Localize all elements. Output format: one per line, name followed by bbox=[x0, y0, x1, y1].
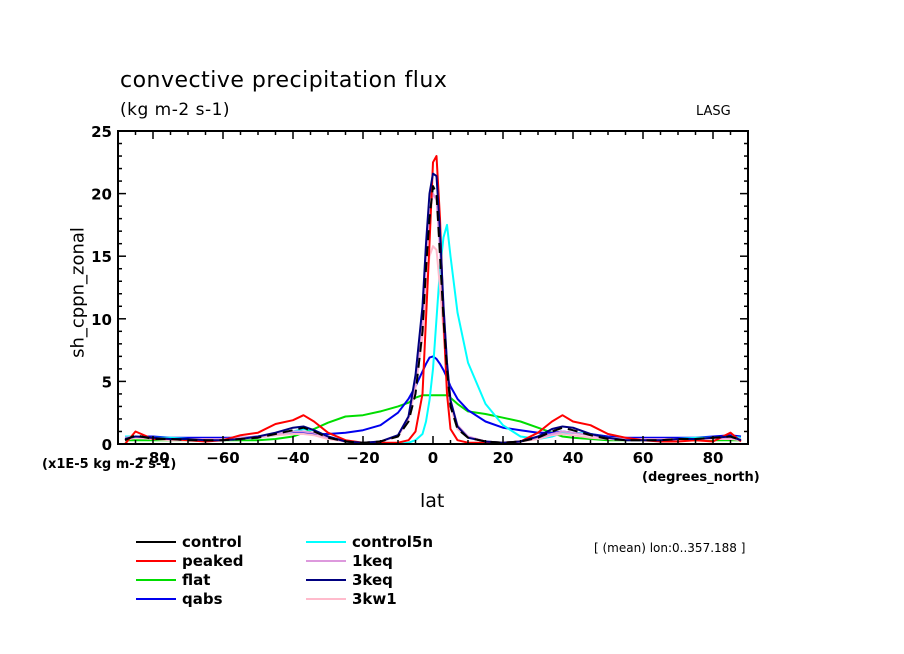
legend-label: 1keq bbox=[352, 552, 393, 570]
x-tick-label: −80 bbox=[136, 449, 169, 467]
series-line-peaked bbox=[124, 155, 742, 445]
legend-label: control5n bbox=[352, 533, 434, 551]
y-axis-units: (x1E-5 kg m-2 s-1) bbox=[42, 457, 177, 472]
chart-title: convective precipitation flux bbox=[120, 68, 448, 93]
legend-swatch bbox=[136, 579, 176, 581]
series-line-flat bbox=[125, 394, 741, 442]
series-line-3kw1 bbox=[124, 245, 742, 444]
y-tick-label: 20 bbox=[91, 186, 112, 204]
legend-item-3kw1: 3kw1 bbox=[306, 590, 397, 608]
series-layer bbox=[124, 155, 742, 445]
series-line-control bbox=[124, 185, 742, 444]
x-tick-label: 20 bbox=[493, 449, 514, 467]
legend-swatch bbox=[306, 560, 346, 562]
legend-item-flat: flat bbox=[136, 571, 210, 589]
legend-label: peaked bbox=[182, 552, 244, 570]
legend-swatch bbox=[306, 579, 346, 581]
x-tick-label: 0 bbox=[428, 449, 438, 467]
corner-label: LASG bbox=[696, 104, 731, 119]
chart-subtitle: (kg m-2 s-1) bbox=[120, 100, 231, 120]
x-axis-units: (degrees_north) bbox=[642, 470, 760, 485]
y-tick-label: 0 bbox=[102, 436, 112, 454]
legend-item-1keq: 1keq bbox=[306, 552, 393, 570]
y-tick-label: 5 bbox=[102, 373, 112, 391]
x-tick-label: 80 bbox=[703, 449, 724, 467]
x-tick-label: 40 bbox=[563, 449, 584, 467]
legend-swatch bbox=[136, 541, 176, 543]
legend-label: 3keq bbox=[352, 571, 393, 589]
legend-item-3keq: 3keq bbox=[306, 571, 393, 589]
legend-item-peaked: peaked bbox=[136, 552, 244, 570]
legend-label: 3kw1 bbox=[352, 590, 397, 608]
y-tick-label: 10 bbox=[91, 311, 112, 329]
legend-swatch bbox=[306, 598, 346, 600]
x-tick-label: −60 bbox=[206, 449, 239, 467]
footnote: [ (mean) lon:0..357.188 ] bbox=[594, 541, 746, 555]
x-tick-label: −40 bbox=[276, 449, 309, 467]
x-axis-label: lat bbox=[420, 490, 445, 512]
ticks-layer: −80 −60 −40 −20 0 20 40 60 80 0 5 10 15 20 25 bbox=[91, 123, 748, 467]
legend-item-qabs: qabs bbox=[136, 590, 223, 608]
y-tick-label: 15 bbox=[91, 248, 112, 266]
y-tick-label: 25 bbox=[91, 123, 112, 141]
series-line-3keq bbox=[124, 172, 742, 444]
legend-label: qabs bbox=[182, 590, 223, 608]
legend-label: flat bbox=[182, 571, 211, 589]
legend-label: control bbox=[182, 533, 242, 551]
legend-swatch bbox=[306, 541, 346, 543]
x-tick-label: −20 bbox=[346, 449, 379, 467]
legend-item-control5n: control5n bbox=[306, 533, 433, 551]
series-line-control5n bbox=[125, 223, 742, 445]
legend-item-control: control bbox=[136, 533, 242, 551]
legend-swatch bbox=[136, 560, 176, 562]
x-tick-label: 60 bbox=[633, 449, 654, 467]
series-line-1keq bbox=[124, 192, 742, 444]
legend-swatch bbox=[136, 598, 176, 600]
